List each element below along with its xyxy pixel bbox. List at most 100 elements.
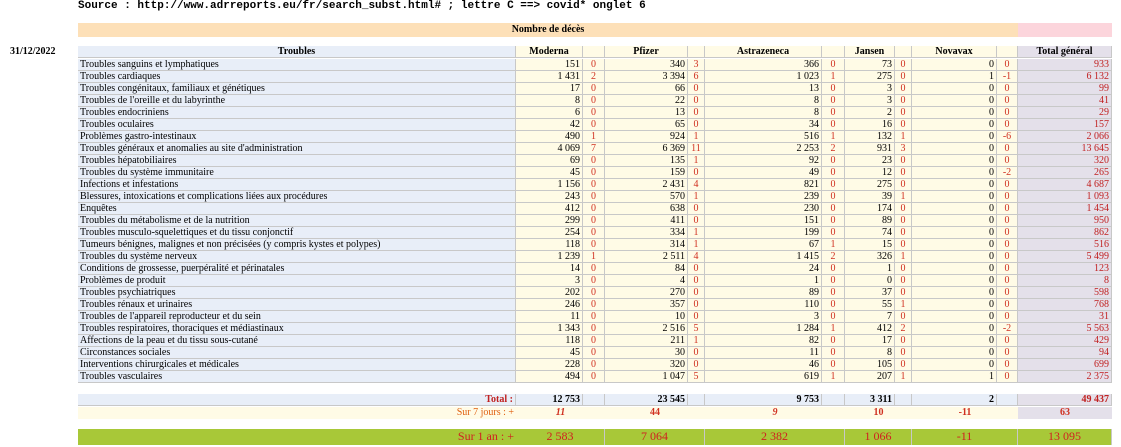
weekly-change: -2 <box>997 167 1018 179</box>
weekly-change: 2 <box>895 323 912 335</box>
death-count: 1 047 <box>605 371 688 383</box>
death-count: 66 <box>605 83 688 95</box>
death-count: 11 <box>705 347 822 359</box>
header-vaccine: Jansen <box>845 46 895 58</box>
death-count: 174 <box>845 203 895 215</box>
weekly-change: 5 <box>688 323 705 335</box>
death-count: 1 415 <box>705 251 822 263</box>
death-count: 0 <box>912 131 997 143</box>
death-count: 1 <box>845 263 895 275</box>
weekly-change: 0 <box>997 95 1018 107</box>
weekly-change: 0 <box>997 155 1018 167</box>
death-count: 3 <box>845 83 895 95</box>
trouble-label: Troubles congénitaux, familiaux et génét… <box>78 83 516 95</box>
death-count: 4 069 <box>516 143 583 155</box>
death-count: 13 <box>705 83 822 95</box>
weekly-change: 0 <box>822 191 845 203</box>
row-total: 1 093 <box>1018 191 1112 203</box>
weekly-change: 2 <box>583 71 605 83</box>
weekly-change: 1 <box>822 323 845 335</box>
weekly-change: 0 <box>997 83 1018 95</box>
death-count: 110 <box>705 299 822 311</box>
weekly-change: 0 <box>895 263 912 275</box>
row-total: 320 <box>1018 155 1112 167</box>
weekly-change: 2 <box>822 251 845 263</box>
death-count: 55 <box>845 299 895 311</box>
weekly-change: 0 <box>822 287 845 299</box>
weekly-change: 0 <box>688 107 705 119</box>
death-count: 0 <box>912 263 997 275</box>
weekly-change: 0 <box>895 59 912 71</box>
death-count: 73 <box>845 59 895 71</box>
trouble-label: Troubles cardiaques <box>78 71 516 83</box>
row-total: 13 645 <box>1018 143 1112 155</box>
death-count: 924 <box>605 131 688 143</box>
death-count: 1 <box>912 371 997 383</box>
death-count: 84 <box>605 263 688 275</box>
weekly-change: 4 <box>688 251 705 263</box>
total-value: 49 437 <box>1018 394 1112 406</box>
weekly-change: 0 <box>822 155 845 167</box>
row-total: 2 375 <box>1018 371 1112 383</box>
weekly-change: 0 <box>997 203 1018 215</box>
weekly-change: 0 <box>583 311 605 323</box>
death-count: 0 <box>912 335 997 347</box>
weekly-change: 0 <box>583 83 605 95</box>
weekly-change: 0 <box>997 275 1018 287</box>
weekly-change: 1 <box>688 155 705 167</box>
death-count: 159 <box>605 167 688 179</box>
weekly-change: 0 <box>895 83 912 95</box>
death-count: 42 <box>516 119 583 131</box>
death-count: 1 <box>912 71 997 83</box>
death-count: 931 <box>845 143 895 155</box>
death-count: 17 <box>845 335 895 347</box>
weekly-change: 0 <box>688 359 705 371</box>
weekly-change: 6 <box>688 71 705 83</box>
weekly-change: 1 <box>895 131 912 143</box>
week-change: -11 <box>912 407 1018 419</box>
trouble-label: Troubles rénaux et urinaires <box>78 299 516 311</box>
death-count: 39 <box>845 191 895 203</box>
death-count: 6 369 <box>605 143 688 155</box>
trouble-label: Conditions de grossesse, puerpéralité et… <box>78 263 516 275</box>
death-count: 334 <box>605 227 688 239</box>
weekly-change: 1 <box>688 335 705 347</box>
trouble-label: Tumeurs bénignes, malignes et non précis… <box>78 239 516 251</box>
death-count: 243 <box>516 191 583 203</box>
weekly-change: 0 <box>895 215 912 227</box>
total-gap <box>822 394 845 406</box>
weekly-change: 0 <box>583 239 605 251</box>
death-count: 0 <box>912 83 997 95</box>
weekly-change: 0 <box>822 95 845 107</box>
weekly-change: 0 <box>583 107 605 119</box>
death-count: 0 <box>912 119 997 131</box>
total-gap <box>997 394 1018 406</box>
death-count: 2 516 <box>605 323 688 335</box>
death-count: 65 <box>605 119 688 131</box>
weekly-change: 0 <box>822 275 845 287</box>
death-count: 570 <box>605 191 688 203</box>
weekly-change: 0 <box>822 83 845 95</box>
total-gap <box>895 394 912 406</box>
weekly-change: 0 <box>997 239 1018 251</box>
weekly-change: 0 <box>895 203 912 215</box>
weekly-change: 1 <box>822 131 845 143</box>
death-count: 24 <box>705 263 822 275</box>
weekly-change: 0 <box>822 59 845 71</box>
weekly-change: 0 <box>688 215 705 227</box>
death-count: 0 <box>845 275 895 287</box>
weekly-change: 0 <box>895 167 912 179</box>
week-change: 9 <box>705 407 845 419</box>
trouble-label: Troubles généraux et anomalies au site d… <box>78 143 516 155</box>
trouble-label: Affections de la peau et du tissu sous-c… <box>78 335 516 347</box>
year-change: 2 583 <box>516 429 605 445</box>
death-count: 357 <box>605 299 688 311</box>
weekly-change: 0 <box>583 335 605 347</box>
death-count: 30 <box>605 347 688 359</box>
death-count: 211 <box>605 335 688 347</box>
header-vaccine: Pfizer <box>605 46 688 58</box>
row-total: 5 499 <box>1018 251 1112 263</box>
weekly-change: 0 <box>583 263 605 275</box>
year-label: Sur 1 an : + <box>78 429 516 445</box>
row-total: 94 <box>1018 347 1112 359</box>
